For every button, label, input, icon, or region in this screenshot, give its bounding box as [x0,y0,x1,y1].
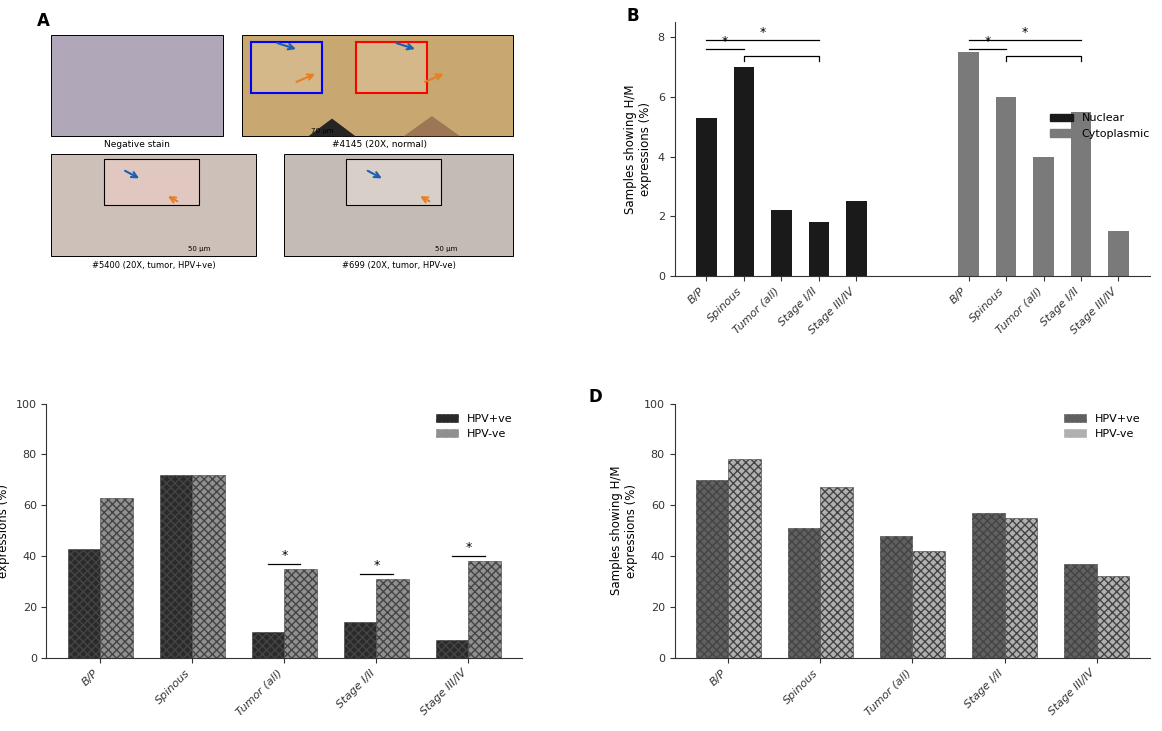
Text: *: * [281,549,287,561]
Text: #4145 (20X, normal): #4145 (20X, normal) [332,140,428,149]
Polygon shape [403,116,460,137]
Y-axis label: Samples showing H/M
expressions (%): Samples showing H/M expressions (%) [610,466,638,596]
Legend: Nuclear, Cytoplasmic: Nuclear, Cytoplasmic [1046,109,1154,143]
Legend: HPV+ve, HPV-ve: HPV+ve, HPV-ve [431,409,517,444]
Bar [1109,232,1128,276]
Bar [346,159,442,205]
Bar [69,548,100,658]
Text: #699 (20X, tumor, HPV-ve): #699 (20X, tumor, HPV-ve) [342,260,456,270]
Bar [242,34,512,137]
Text: 50 μm: 50 μm [187,246,210,252]
Bar [1033,156,1054,276]
Bar [344,622,376,658]
Bar [251,42,323,93]
Bar [788,529,820,658]
Y-axis label: Samples showing H/M
expressions (%): Samples showing H/M expressions (%) [0,466,10,596]
Bar [103,159,199,205]
Bar [468,561,501,658]
Polygon shape [308,118,356,137]
Bar [193,474,224,658]
Bar [1004,518,1037,658]
Text: 70 μm: 70 μm [311,128,333,134]
Bar [696,480,729,658]
Bar [285,154,512,256]
Y-axis label: Samples showing H/M
expressions (%): Samples showing H/M expressions (%) [624,84,652,214]
Bar [973,513,1004,658]
Legend: HPV+ve, HPV-ve: HPV+ve, HPV-ve [1060,409,1145,444]
Bar [51,154,256,256]
Bar [160,474,193,658]
Bar [996,96,1017,276]
Text: Negative stain: Negative stain [103,140,170,149]
Bar [729,460,761,658]
Text: A: A [37,12,50,30]
Text: *: * [722,35,729,48]
Bar [959,52,978,276]
Bar [376,579,409,658]
Text: *: * [984,35,990,48]
Bar [733,67,754,276]
Text: D: D [589,388,603,406]
Bar [881,536,912,658]
Bar [1070,112,1091,276]
Bar [846,202,867,276]
Bar [252,632,285,658]
Text: #5400 (20X, tumor, HPV+ve): #5400 (20X, tumor, HPV+ve) [92,260,215,270]
Text: *: * [1021,26,1028,39]
Text: *: * [373,559,380,572]
Bar [912,551,945,658]
Bar [772,211,791,276]
Bar [51,34,223,137]
Bar [285,569,316,658]
Bar [1064,564,1097,658]
Bar [809,222,830,276]
Bar [696,118,717,276]
Bar [436,640,468,658]
Bar [100,498,132,658]
Text: 50 μm: 50 μm [435,246,458,252]
Bar [356,42,428,93]
Bar [820,488,853,658]
Bar [1097,577,1128,658]
Text: *: * [760,26,766,39]
Text: B: B [627,7,639,25]
Text: *: * [465,541,472,554]
